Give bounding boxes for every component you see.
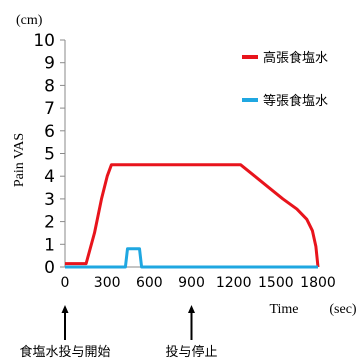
legend-label-0: 高張食塩水: [263, 50, 328, 66]
annotation-label-1: 投与停止: [165, 344, 217, 360]
x-tick-label: 600: [136, 275, 163, 291]
y-tick-label: 10: [33, 31, 55, 51]
y-tick-label: 3: [44, 190, 55, 210]
y-tick-label: 5: [44, 145, 55, 165]
y-tick-label: 1: [44, 235, 55, 255]
annotation-arrowhead-0: [61, 305, 69, 313]
y-axis-label: Pain VAS: [12, 133, 27, 187]
x-tick-label: 1500: [258, 275, 294, 291]
series-line-1: [65, 247, 318, 269]
y-tick-label: 4: [44, 167, 55, 187]
x-tick-label: 0: [61, 275, 70, 291]
x-axis-label: Time: [269, 302, 298, 317]
legend-label-1: 等張食塩水: [263, 93, 328, 109]
y-tick-label: 7: [44, 99, 55, 119]
y-tick-label: 6: [44, 122, 55, 142]
x-axis-unit: (sec): [329, 302, 357, 317]
annotation-label-0: 食塩水投与開始: [19, 344, 110, 360]
y-tick-label: 8: [44, 76, 55, 96]
y-tick-label: 9: [44, 54, 55, 74]
x-tick-label: 900: [178, 275, 205, 291]
x-tick-label: 1200: [216, 275, 252, 291]
y-axis-unit: (cm): [16, 13, 43, 28]
y-tick-label: 0: [44, 258, 55, 278]
annotation-arrowhead-1: [188, 305, 195, 313]
y-tick-label: 2: [44, 213, 55, 233]
series-line-0: [65, 163, 320, 268]
x-tick-label: 300: [94, 275, 121, 291]
x-tick-label: 1800: [300, 275, 336, 291]
